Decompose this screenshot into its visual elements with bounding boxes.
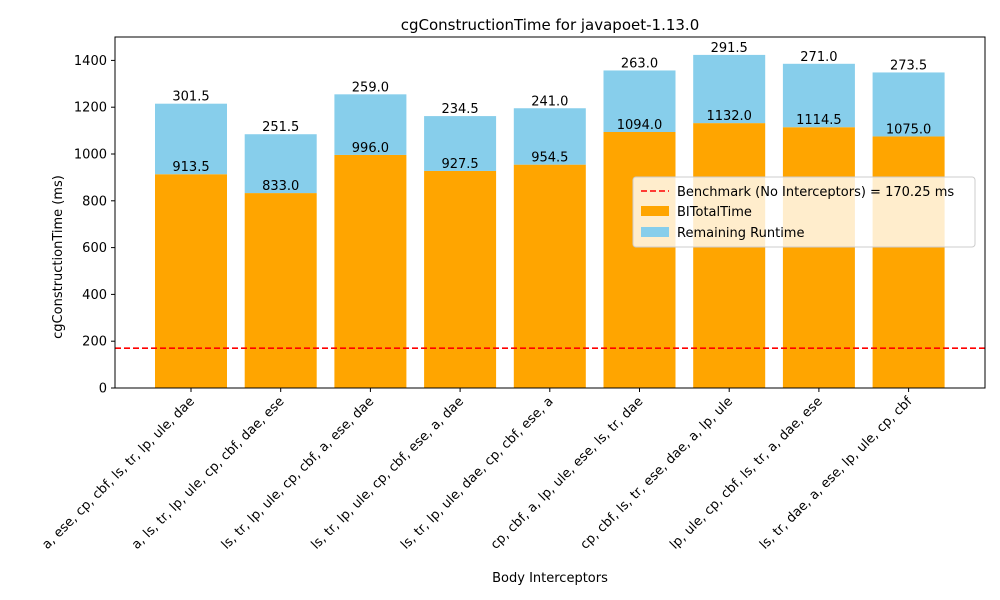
legend-bitotaltime-label: BITotalTime — [677, 205, 752, 220]
data-label-remaining-runtime: 241.0 — [531, 94, 568, 109]
legend: Benchmark (No Interceptors) = 170.25 ms B… — [632, 176, 976, 248]
x-tick-label: a, ese, cp, cbf, ls, tr, lp, ule, dae — [39, 394, 197, 552]
data-label-bitotaltime: 1114.5 — [796, 113, 842, 128]
legend-remaining-runtime-label: Remaining Runtime — [677, 226, 804, 241]
data-label-remaining-runtime: 251.5 — [262, 120, 299, 135]
y-tick-label: 1000 — [74, 148, 107, 163]
x-tick-label: ls, tr, lp, ule, dae, cp, cbf, ese, a — [398, 394, 556, 552]
x-tick-label: ls, tr, lp, ule, cp, cbf, ese, a, dae — [309, 394, 467, 552]
data-label-bitotaltime: 927.5 — [441, 157, 478, 172]
legend-benchmark-label: Benchmark (No Interceptors) = 170.25 ms — [677, 185, 954, 200]
y-tick-label: 1400 — [74, 54, 107, 69]
data-label-remaining-runtime: 259.0 — [352, 80, 389, 95]
data-label-remaining-runtime: 291.5 — [711, 41, 748, 56]
y-tick-label: 400 — [82, 288, 107, 303]
chart-title: cgConstructionTime for javapoet-1.13.0 — [401, 16, 700, 34]
data-label-remaining-runtime: 234.5 — [441, 102, 478, 117]
legend-box — [632, 176, 976, 248]
bar-bitotaltime — [513, 164, 586, 388]
y-axis-label: cgConstructionTime (ms) — [51, 175, 66, 339]
data-label-remaining-runtime: 271.0 — [800, 50, 837, 65]
bar-bitotaltime — [872, 136, 945, 388]
bar-bitotaltime — [424, 170, 497, 388]
bar-remaining-runtime — [872, 72, 945, 137]
data-label-bitotaltime: 1094.0 — [617, 118, 663, 133]
bar-bitotaltime — [244, 193, 317, 388]
bar-bitotaltime — [693, 123, 766, 388]
x-tick-label: a, ls, tr, lp, ule, cp, cbf, dae, ese — [129, 394, 287, 552]
x-tick-label: ls, tr, dae, a, ese, lp, ule, cp, cbf — [757, 394, 916, 553]
bar-remaining-runtime — [424, 116, 497, 171]
data-labels-layer: 913.5 301.5 833.0 251.5 996.0 259.0 927.5 234.5… — [172, 41, 931, 194]
data-label-bitotaltime: 913.5 — [172, 160, 209, 175]
x-tick-label: cp, cbf, a, lp, ule, ese, ls, tr, dae — [488, 394, 646, 552]
legend-bitotaltime-swatch — [641, 206, 669, 216]
data-label-remaining-runtime: 273.5 — [890, 58, 927, 73]
bar-remaining-runtime — [513, 108, 586, 165]
legend-remaining-runtime-swatch — [641, 227, 669, 237]
bar-bitotaltime — [334, 154, 407, 388]
y-tick-label: 200 — [82, 335, 107, 350]
data-label-bitotaltime: 954.5 — [531, 151, 568, 166]
bar-bitotaltime — [782, 127, 855, 388]
bar-remaining-runtime — [782, 63, 855, 128]
x-axis-label: Body Interceptors — [492, 571, 608, 586]
data-label-bitotaltime: 996.0 — [352, 141, 389, 156]
x-tick-label: lp, ule, cp, cbf, ls, tr, a, dae, ese — [667, 394, 825, 552]
bar-remaining-runtime — [334, 94, 407, 155]
data-label-bitotaltime: 1132.0 — [706, 109, 752, 124]
x-axis: a, ese, cp, cbf, ls, tr, lp, ule, daea, … — [39, 388, 916, 553]
x-tick-label: ls, tr, lp, ule, cp, cbf, a, ese, dae — [219, 394, 377, 552]
data-label-bitotaltime: 1075.0 — [886, 122, 932, 137]
bar-remaining-runtime — [603, 70, 676, 133]
y-axis: 0 200 400 600 800 1000 1200 1400 — [74, 54, 115, 397]
data-label-remaining-runtime: 301.5 — [172, 90, 209, 105]
y-tick-label: 600 — [82, 241, 107, 256]
x-tick-label: cp, cbf, ls, tr, ese, dae, a, lp, ule — [578, 394, 736, 552]
data-label-bitotaltime: 833.0 — [262, 179, 299, 194]
bar-remaining-runtime — [244, 134, 317, 194]
bar-bitotaltime — [155, 174, 227, 388]
bar-bitotaltime — [603, 132, 676, 388]
y-tick-label: 1200 — [74, 101, 107, 116]
data-label-remaining-runtime: 263.0 — [621, 56, 658, 71]
y-tick-label: 0 — [99, 382, 107, 397]
bars-layer — [155, 54, 945, 388]
y-tick-label: 800 — [82, 194, 107, 209]
bar-remaining-runtime — [155, 103, 227, 175]
bar-remaining-runtime — [693, 54, 766, 124]
